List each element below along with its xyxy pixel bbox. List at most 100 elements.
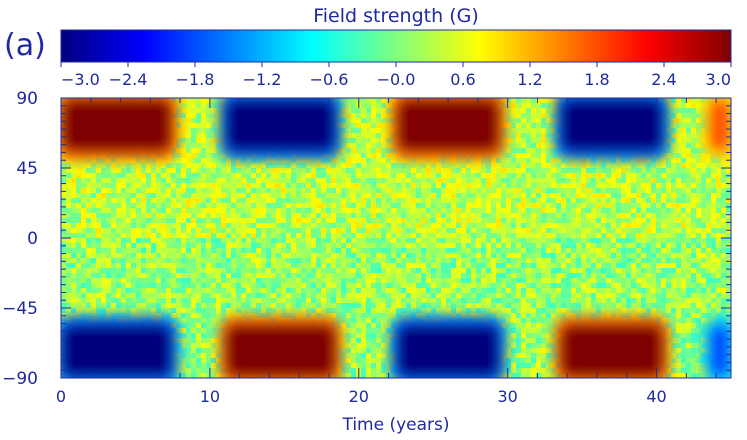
heatmap-cell: [246, 173, 252, 179]
heatmap-cell: [201, 123, 207, 129]
heatmap-cell: [86, 248, 92, 254]
heatmap-cell: [506, 108, 512, 114]
heatmap-cell: [406, 173, 412, 179]
heatmap-cell: [621, 193, 627, 199]
heatmap-cell: [196, 98, 202, 104]
heatmap-cell: [121, 188, 127, 194]
heatmap-cell: [366, 143, 372, 149]
heatmap-cell: [71, 198, 77, 204]
heatmap-cell: [676, 203, 682, 209]
heatmap-cell: [206, 138, 212, 144]
heatmap-cell: [606, 173, 612, 179]
heatmap-cell: [491, 183, 497, 189]
heatmap-cell: [181, 168, 187, 174]
heatmap-cell: [186, 268, 192, 274]
heatmap-cell: [371, 218, 377, 224]
heatmap-cell: [456, 248, 462, 254]
heatmap-cell: [476, 173, 482, 179]
heatmap-cell: [191, 183, 197, 189]
heatmap-cell: [251, 198, 257, 204]
heatmap-cell: [256, 273, 262, 279]
heatmap-cell: [446, 268, 452, 274]
heatmap-cell: [651, 248, 657, 254]
heatmap-cell: [116, 168, 122, 174]
heatmap-cell: [496, 228, 502, 234]
heatmap-cell: [261, 188, 267, 194]
heatmap-cell: [581, 228, 587, 234]
heatmap-cell: [261, 248, 267, 254]
heatmap-cell: [181, 118, 187, 124]
heatmap-cell: [701, 158, 707, 164]
heatmap-cell: [216, 248, 222, 254]
heatmap-cell: [596, 213, 602, 219]
heatmap-cell: [216, 143, 222, 149]
heatmap-cell: [686, 123, 692, 129]
heatmap-cell: [236, 278, 242, 284]
heatmap-cell: [66, 253, 72, 259]
heatmap-cell: [136, 188, 142, 194]
heatmap-cell: [346, 123, 352, 129]
heatmap-cell: [421, 158, 427, 164]
heatmap-cell: [531, 273, 537, 279]
heatmap-cell: [86, 253, 92, 259]
heatmap-cell: [516, 108, 522, 114]
heatmap-cell: [536, 153, 542, 159]
heatmap-cell: [106, 213, 112, 219]
heatmap-cell: [341, 123, 347, 129]
heatmap-cell: [536, 123, 542, 129]
heatmap-cell: [196, 223, 202, 229]
heatmap-cell: [536, 233, 542, 239]
heatmap-cell: [71, 163, 77, 169]
heatmap-cell: [381, 138, 387, 144]
heatmap-cell: [596, 243, 602, 249]
heatmap-cell: [606, 238, 612, 244]
heatmap-cell: [371, 213, 377, 219]
heatmap-cell: [446, 168, 452, 174]
heatmap-cell: [91, 268, 97, 274]
heatmap-cell: [686, 168, 692, 174]
heatmap-cell: [331, 163, 337, 169]
heatmap-cell: [556, 218, 562, 224]
heatmap-cell: [391, 193, 397, 199]
heatmap-cell: [546, 123, 552, 129]
heatmap-cell: [671, 143, 677, 149]
heatmap-cell: [226, 243, 232, 249]
heatmap-cell: [311, 228, 317, 234]
heatmap-cell: [351, 128, 357, 134]
heatmap-cell: [136, 178, 142, 184]
heatmap-cell: [631, 248, 637, 254]
heatmap-cell: [666, 168, 672, 174]
heatmap-cell: [226, 238, 232, 244]
heatmap-cell: [266, 263, 272, 269]
heatmap-cell: [341, 263, 347, 269]
heatmap-cell: [501, 208, 507, 214]
heatmap-cell: [356, 188, 362, 194]
heatmap-cell: [431, 213, 437, 219]
heatmap-cell: [201, 108, 207, 114]
heatmap-cell: [721, 183, 727, 189]
heatmap-cell: [586, 188, 592, 194]
heatmap-cell: [371, 233, 377, 239]
heatmap-cell: [496, 158, 502, 164]
heatmap-cell: [591, 163, 597, 169]
heatmap-cell: [166, 248, 172, 254]
heatmap-cell: [621, 183, 627, 189]
heatmap-cell: [636, 263, 642, 269]
heatmap-cell: [216, 173, 222, 179]
heatmap-cell: [621, 273, 627, 279]
heatmap-cell: [616, 193, 622, 199]
heatmap-cell: [366, 128, 372, 134]
heatmap-cell: [156, 243, 162, 249]
heatmap-cell: [241, 263, 247, 269]
heatmap-cell: [151, 228, 157, 234]
heatmap-cell: [626, 258, 632, 264]
heatmap-cell: [301, 233, 307, 239]
heatmap-cell: [211, 213, 217, 219]
heatmap-cell: [281, 163, 287, 169]
heatmap-cell: [106, 263, 112, 269]
heatmap-cell: [521, 228, 527, 234]
heatmap-cell: [236, 223, 242, 229]
heatmap-cell: [396, 168, 402, 174]
heatmap-cell: [661, 278, 667, 284]
heatmap-cell: [166, 168, 172, 174]
